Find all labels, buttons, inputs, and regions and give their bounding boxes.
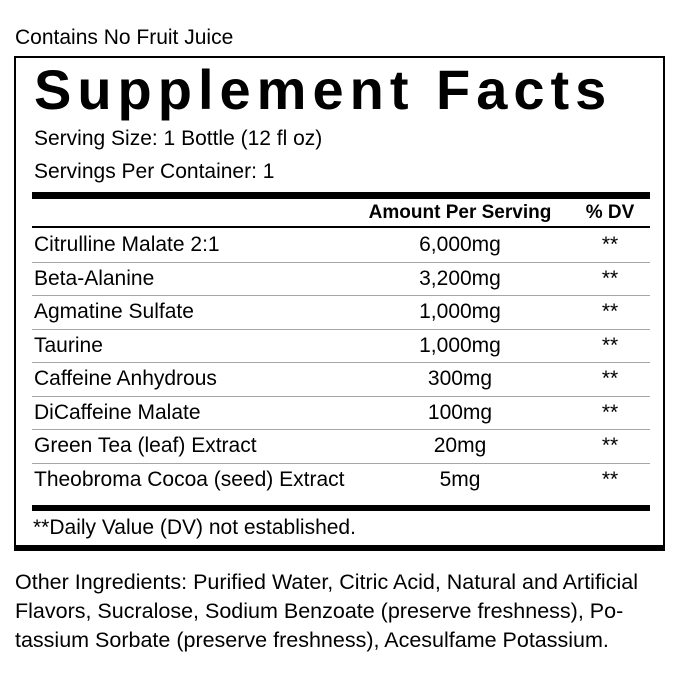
other-ingredients-line: Other Ingredients: Purified Water, Citri…	[15, 570, 638, 594]
ingredient-name: Theobroma Cocoa (seed) Extract	[34, 467, 345, 491]
ingredient-dv: **	[601, 434, 619, 458]
ingredient-amount: 1,000mg	[419, 333, 501, 357]
header-amount-per-serving: Amount Per Serving	[368, 202, 552, 223]
table-row: Citrulline Malate 2:1 6,000mg **	[32, 228, 650, 262]
table-row: Theobroma Cocoa (seed) Extract 5mg **	[32, 462, 650, 497]
ingredient-dv: **	[601, 266, 619, 290]
ingredient-amount: 1,000mg	[419, 300, 501, 324]
header-percent-dv: % DV	[585, 202, 635, 223]
ingredient-name: Caffeine Anhydrous	[34, 367, 217, 391]
ingredient-amount: 5mg	[439, 467, 481, 491]
ingredient-dv: **	[601, 467, 619, 491]
panel-title: Supplement Facts	[34, 58, 613, 121]
ingredient-name: Citrulline Malate 2:1	[34, 232, 220, 256]
contains-no-fruit-juice-note: Contains No Fruit Juice	[15, 26, 234, 49]
servings-per-container-line: Servings Per Container: 1	[34, 160, 275, 183]
serving-size-line: Serving Size: 1 Bottle (12 fl oz)	[34, 127, 323, 150]
ingredient-name: Beta-Alanine	[34, 266, 155, 290]
ingredient-amount: 300mg	[427, 367, 493, 391]
ingredient-name: DiCaffeine Malate	[34, 400, 201, 424]
thick-rule-top	[32, 192, 650, 199]
table-row: Taurine 1,000mg **	[32, 328, 650, 363]
ingredient-amount: 6,000mg	[419, 232, 501, 256]
ingredient-amount: 100mg	[427, 400, 493, 424]
daily-value-footnote: **Daily Value (DV) not established.	[33, 516, 356, 539]
table-row: Green Tea (leaf) Extract 20mg **	[32, 429, 650, 463]
ingredient-name: Green Tea (leaf) Extract	[34, 434, 257, 458]
table-header-row: Amount Per Serving % DV	[32, 199, 650, 228]
other-ingredients-line: Flavors, Sucralose, Sodium Benzoate (pre…	[15, 599, 624, 623]
table-row: Agmatine Sulfate 1,000mg **	[32, 295, 650, 329]
ingredient-dv: **	[601, 400, 619, 424]
thick-rule-bottom	[32, 505, 650, 511]
other-ingredients-line: tassium Sorbate (preserve freshness), Ac…	[15, 628, 609, 652]
ingredient-dv: **	[601, 333, 619, 357]
ingredient-amount: 3,200mg	[419, 266, 501, 290]
ingredient-name: Agmatine Sulfate	[34, 300, 194, 324]
ingredient-amount: 20mg	[433, 434, 487, 458]
supplement-facts-panel: Supplement Facts Serving Size: 1 Bottle …	[14, 56, 665, 551]
table-row: Beta-Alanine 3,200mg **	[32, 261, 650, 296]
table-row: Caffeine Anhydrous 300mg **	[32, 362, 650, 396]
ingredient-dv: **	[601, 300, 619, 324]
ingredient-dv: **	[601, 232, 619, 256]
table-row: DiCaffeine Malate 100mg **	[32, 395, 650, 430]
ingredient-name: Taurine	[34, 333, 103, 357]
other-ingredients-paragraph: Other Ingredients: Purified Water, Citri…	[15, 568, 679, 655]
ingredient-dv: **	[601, 367, 619, 391]
